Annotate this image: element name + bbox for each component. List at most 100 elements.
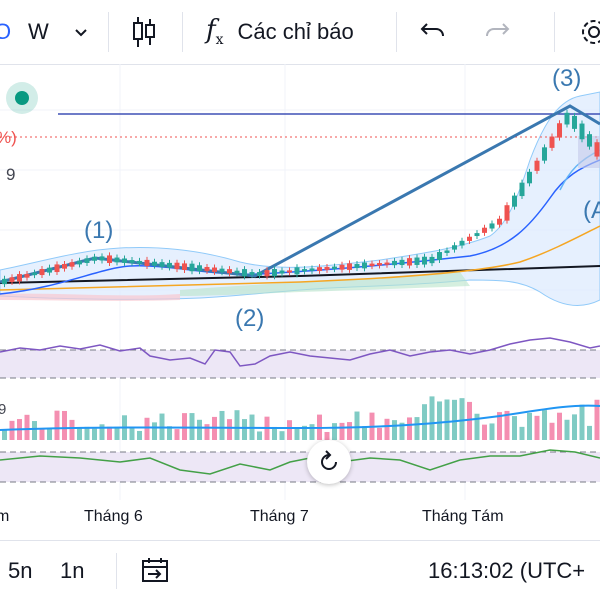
wave-label-1: (1) [84,217,113,244]
volume-bar [54,410,60,440]
toolbar-divider [554,12,555,52]
bollinger-band [0,91,600,306]
candle [77,260,82,265]
wave-label-3: (3) [552,65,581,92]
volume-bar [429,396,435,440]
volume-bar [497,412,502,440]
time-axis-label: Tháng Tám [422,508,504,525]
candle [272,269,277,277]
bottom-toolbar: 5n 1n 16:13:02 (UTC+ [0,540,600,601]
chevron-down-icon[interactable] [72,0,90,64]
volume-bar [92,428,97,440]
clock-timezone-button[interactable]: 16:13:02 (UTC+ [428,558,586,583]
volume-bar [2,429,7,440]
fx-icon: fx [206,15,224,49]
time-axis-label: Tháng 6 [84,508,143,525]
volume-bar [489,423,495,440]
candle [444,250,450,253]
candle [167,262,172,268]
candle [459,240,465,246]
symbol-fragment[interactable]: O [0,19,12,44]
cloud-band-red [0,293,180,301]
volume-bar [542,410,547,440]
candle [122,258,127,263]
volume-bar [309,424,315,440]
volume-bar [107,426,112,440]
range-1y-button[interactable]: 1n [60,558,85,583]
interval-button[interactable]: W [28,19,49,44]
candle [422,256,427,265]
calendar-range-icon[interactable] [140,541,172,601]
top-toolbar: O W fx Các chỉ báo [0,0,600,65]
volume-bar [197,419,202,440]
volume-bar [474,413,480,440]
alert-dot [15,91,29,105]
indicators-button[interactable]: fx Các chỉ báo [206,0,354,64]
volume-bar [129,427,135,440]
volume-bar [452,399,457,440]
price-chart[interactable]: (1) (2) (3) (A %) 9 9 m Tháng 6 Tháng 7 … [0,64,600,536]
volume-bar [227,419,232,440]
volume-bar [587,425,592,440]
chart-area[interactable]: (1) (2) (3) (A %) 9 9 m Tháng 6 Tháng 7 … [0,64,600,536]
candle [137,260,142,264]
candle [114,257,120,263]
volume-bar [144,417,150,440]
candle [302,269,307,272]
candle [497,218,502,225]
cloud-band [180,272,470,296]
candle [384,262,390,265]
candle [309,268,315,271]
toolbar-divider [396,12,397,52]
candle [212,267,217,272]
volume-bar [62,410,67,440]
percent-fragment: %) [0,128,17,147]
candle [332,266,337,270]
candle [542,147,547,161]
candle [369,263,375,267]
time-axis-label: m [0,508,9,525]
candle [362,262,367,269]
candle [152,261,157,266]
volume-bar [414,417,420,440]
volume-bar [557,412,562,440]
stoch-pane-bg [0,452,600,482]
reset-icon [321,450,337,470]
volume-bar [182,413,187,440]
undo-icon[interactable] [420,0,446,64]
volume-bar [24,414,30,440]
candle [234,270,240,274]
volume-bar [324,431,330,440]
candle [129,260,135,263]
candle [564,112,570,125]
volume-bar [189,413,195,440]
candle [24,273,30,278]
candle [594,142,600,157]
candle [572,115,577,129]
candles-icon[interactable] [130,0,158,64]
reset-chart-button[interactable] [307,440,351,484]
candle [377,263,382,266]
volume-bar [77,428,82,440]
candle [429,256,435,264]
toolbar-divider [108,12,109,52]
candle [549,136,555,148]
range-5y-button[interactable]: 5n [8,558,33,583]
volume-bar [167,426,172,440]
volume-bar [137,430,142,440]
gear-icon[interactable] [576,0,600,64]
volume-bar [332,423,337,440]
volume-bar [47,428,52,440]
volume-bar [234,410,240,440]
volume-bar [32,421,37,440]
volume-bar [437,401,442,440]
candle [257,272,262,276]
volume-bar [384,418,390,440]
volume-bar [84,426,90,440]
redo-icon[interactable] [484,0,510,64]
volume-bar [347,422,352,440]
volume-bar [534,415,540,440]
candle [47,267,52,273]
alert-marker[interactable] [6,82,38,114]
volume-bar [459,398,465,440]
